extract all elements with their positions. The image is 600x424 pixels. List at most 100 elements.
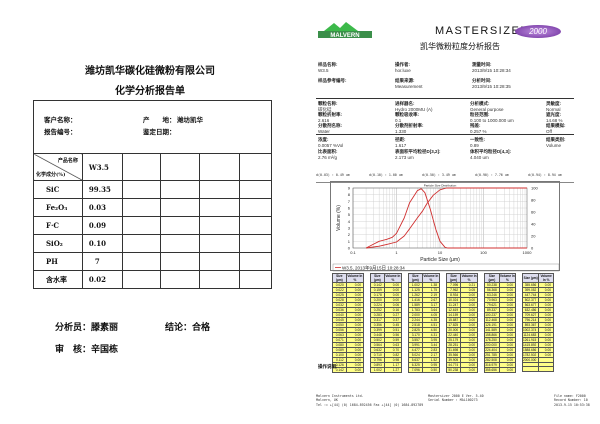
field-label: 结果来源: (395, 78, 415, 83)
y-tick-label: 4 (348, 219, 351, 224)
component-name: SiC (33, 180, 83, 199)
field-value: Water (318, 129, 330, 134)
field-value: 2.173 um (395, 155, 414, 160)
x-tick-label: 100 (480, 250, 487, 255)
field-label: 颗粒名称: (318, 101, 338, 106)
report-header-box: 客户名称： 报告编号： 产 地： 潍坊凯华 鉴定日期： (33, 100, 272, 154)
size-header: Size (µm) (445, 273, 462, 283)
cumulative-curve (366, 187, 527, 249)
component-name: F·C (33, 216, 83, 235)
size-header: Size (µm) (484, 273, 500, 283)
component-name: PH (33, 252, 83, 271)
size-volume-table: Size (µm) Volume In % 0.142 0.00 0.159 0.00 0.… (370, 273, 403, 373)
table-row: 355.656 0.00 (484, 367, 517, 373)
field-label: 径距: (395, 137, 406, 142)
percentile-value: d(0.50) : 3.49 um (422, 173, 456, 177)
y-tick-label: 0 (348, 246, 351, 251)
info-field: 浓度: 0.0057 %Vol (318, 137, 343, 148)
field-value: 碳化硅 (318, 107, 332, 112)
x-tick-label: 1000 (523, 250, 533, 255)
info-field: 残差: 0.257 % (470, 123, 487, 134)
info-field: 粒径范围: 0.100 to 1000.000 um (470, 112, 514, 123)
footer-middle: Mastersizer 2000 E Ver. 5.40 Serial Numbe… (428, 394, 484, 403)
model-badge: 2000 (515, 25, 561, 38)
field-value: 0.257 % (470, 129, 487, 134)
y2-tick-label: 20 (531, 234, 536, 239)
field-label: 遮光度: (546, 112, 561, 117)
plot-area (352, 187, 528, 249)
analyst: 分析员：滕素丽 (55, 323, 119, 333)
component-name: SiO₂ (33, 234, 83, 253)
y-axis-label: Volume (%) (336, 205, 342, 231)
frequency-curve (365, 188, 527, 249)
info-field: 样品名称: W3.5 (318, 62, 338, 73)
percentile-value: d(0.10) : 1.00 um (369, 173, 403, 177)
info-field: 颗粒名称: 碳化硅 (318, 101, 338, 113)
info-field: 分散剂折射率: 1.330 (395, 123, 424, 134)
size-cell: 355.656 (484, 367, 500, 373)
field-label: 残差: (470, 123, 481, 128)
size-volume-table: Size (µm) Volume In % 0.020 0.00 0.022 0.00 0.… (332, 273, 365, 373)
info-field: 遮光度: 14.68 % (546, 112, 563, 123)
report-title: 凯华微粉粒度分析报告 (420, 42, 500, 51)
field-value: 1.617 (395, 143, 407, 148)
field-label: 样品参考编号: (318, 78, 347, 83)
footer-right: File name: F2000 Record Number: 10 2013-9-… (554, 394, 590, 407)
notes-label: 操作说明: (318, 364, 338, 369)
info-field: 体积平均粒径D[4,3]: 4.040 um (470, 149, 511, 160)
field-value: hor.luxe (395, 68, 411, 73)
field-value: 2013/9/15 10:28:34 (472, 68, 511, 73)
y-tick-label: 9 (348, 186, 351, 191)
table-row: 0.142 0.00 (332, 367, 365, 373)
table-row: 0.050 0.00 (332, 322, 365, 328)
field-label: 样品名称: (318, 62, 338, 67)
info-field: 结果类别: Volume (546, 137, 566, 148)
product-cell: W3.5 (81, 153, 123, 181)
y2-tick-label: 40 (531, 222, 536, 227)
field-label: 灵敏度: (546, 101, 561, 106)
component-value: 99.35 (81, 180, 123, 199)
field-label: 浓度: (318, 137, 329, 142)
table-row: 709.627 0.00 (521, 312, 554, 318)
percentile-value: d(0.94) : 8.94 um (528, 173, 562, 177)
volume-cell: 1.27 (383, 367, 403, 373)
volume-cell: 0.50 (421, 367, 441, 373)
size-cell: 50.238 (445, 367, 462, 373)
info-field: 灵敏度: Normal (546, 101, 561, 112)
y-tick-label: 6 (348, 206, 351, 211)
size-header: Size (µm) (370, 273, 385, 283)
company-name: 潍坊凯华碳化硅微粉有限公司 (85, 66, 215, 77)
y-tick-label: 5 (348, 212, 351, 217)
field-value: 0.89 (470, 143, 479, 148)
x-tick-label: 0.1 (350, 250, 356, 255)
field-value: 2.616 (318, 118, 330, 123)
y-tick-label: 7 (348, 199, 351, 204)
field-value: 1.330 (395, 129, 407, 134)
size-header: Size (µm) (521, 273, 540, 283)
component-value: 0.03 (81, 198, 123, 217)
field-value: Volume (546, 143, 562, 148)
info-field: 分析模式: General purpose (470, 101, 504, 112)
volume-cell: 0.00 (498, 367, 517, 373)
volume-header: Volume In % (421, 273, 441, 283)
composition-header: 化学成分(%) (36, 172, 66, 178)
table-row: 1.416 2.67 (408, 297, 441, 303)
field-value: 0.0057 %Vol (318, 143, 344, 148)
info-field: 一致性: 0.89 (470, 137, 485, 148)
info-field: 径距: 1.617 (395, 137, 406, 148)
reviewer: 审 核：辛国栋 (55, 345, 119, 355)
product-name-header: 产品名称 (57, 158, 78, 164)
field-value: 2.76 m²/g (318, 155, 338, 160)
component-value: 0.09 (81, 216, 123, 235)
info-field: 分散剂名称: Water (318, 123, 342, 134)
table-row: 7.962 0.05 (445, 287, 478, 293)
date-label: 鉴定日期： (143, 128, 176, 136)
table-row: 50.238 0.00 (445, 367, 478, 373)
field-label: 测量时间: (472, 62, 492, 67)
field-value: General purpose (470, 107, 504, 112)
volume-header: Volume In % (498, 273, 517, 283)
field-value: 2013/9/15 10:28:35 (472, 84, 511, 89)
volume-cell: 0.00 (345, 367, 365, 373)
svg-text:MALVERN: MALVERN (330, 33, 359, 38)
table-row: 1.589 3.17 (408, 302, 441, 308)
